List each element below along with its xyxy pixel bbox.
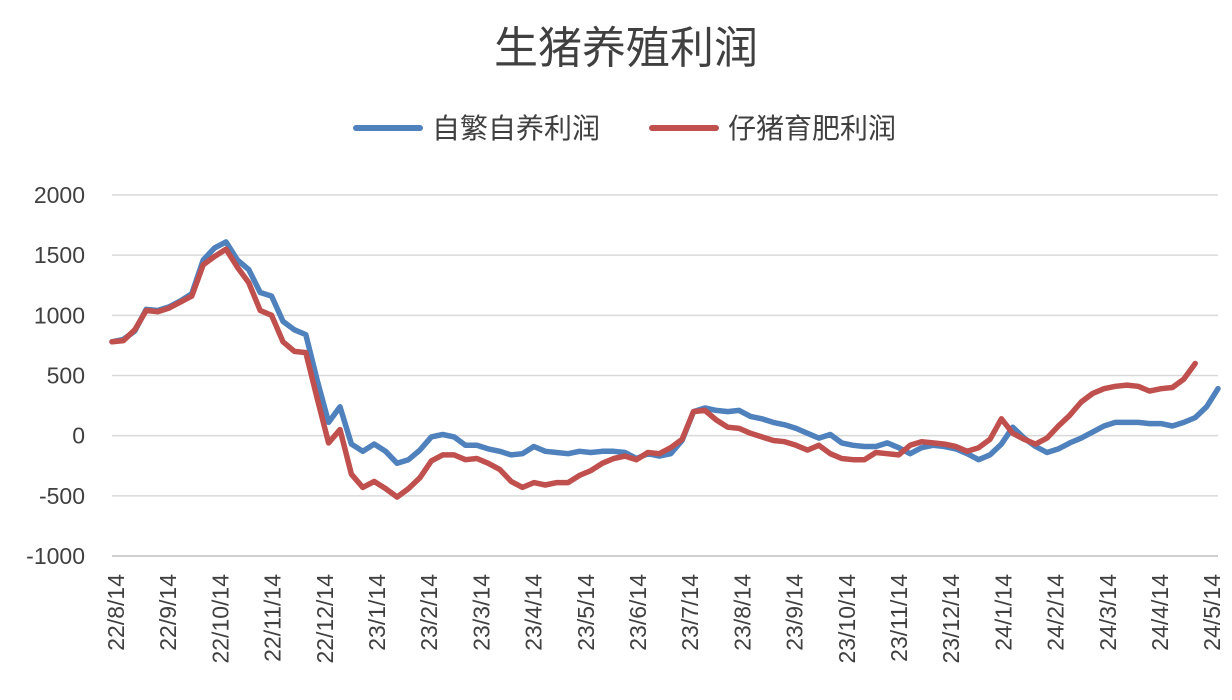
- legend-label-piglet-fattening: 仔猪育肥利润: [728, 112, 896, 145]
- y-tick-label: -1000: [26, 543, 85, 569]
- x-tick-label: 24/2/14: [1043, 574, 1069, 651]
- x-tick-label: 23/6/14: [625, 574, 651, 651]
- x-tick-label: 24/4/14: [1147, 574, 1173, 651]
- x-tick-label: 22/11/14: [260, 574, 286, 662]
- x-tick-label: 22/8/14: [103, 574, 129, 651]
- x-tick-label: 22/12/14: [312, 574, 338, 664]
- y-tick-label: 0: [72, 423, 85, 449]
- x-tick-label: 23/7/14: [677, 574, 703, 651]
- y-tick-label: 2000: [34, 182, 85, 208]
- gridlines: [112, 195, 1218, 556]
- x-axis-ticks: 22/8/14 22/9/14 22/10/14 22/11/14 22/12/14 23…: [103, 574, 1225, 664]
- x-tick-label: 23/9/14: [782, 574, 808, 651]
- x-tick-label: 22/9/14: [155, 574, 181, 651]
- x-tick-label: 23/5/14: [573, 574, 599, 651]
- y-tick-label: 1000: [34, 302, 85, 328]
- x-tick-label: 23/3/14: [468, 574, 494, 651]
- y-tick-label: 1500: [34, 242, 85, 268]
- series-lines: [112, 242, 1218, 497]
- x-tick-label: 23/12/14: [938, 574, 964, 664]
- x-tick-label: 24/3/14: [1095, 574, 1121, 651]
- x-tick-label: 22/10/14: [207, 574, 233, 664]
- x-tick-label: 23/1/14: [364, 574, 390, 651]
- x-tick-label: 24/1/14: [990, 574, 1016, 651]
- x-tick-label: 24/5/14: [1199, 574, 1225, 651]
- legend-label-self-breeding: 自繁自养利润: [432, 112, 600, 145]
- x-tick-label: 23/2/14: [416, 574, 442, 651]
- series-line-piglet-fattening: [112, 249, 1195, 497]
- y-axis-ticks: -1000 -500 0 500 1000 1500 2000: [26, 182, 85, 569]
- y-tick-label: 500: [47, 363, 85, 389]
- y-tick-label: -500: [39, 483, 85, 509]
- x-tick-label: 23/8/14: [729, 574, 755, 651]
- chart-title: 生猪养殖利润: [494, 23, 758, 74]
- legend: 自繁自养利润 仔猪育肥利润: [356, 112, 896, 145]
- x-tick-label: 23/4/14: [521, 574, 547, 651]
- x-tick-label: 23/11/14: [886, 574, 912, 662]
- x-tick-label: 23/10/14: [834, 574, 860, 664]
